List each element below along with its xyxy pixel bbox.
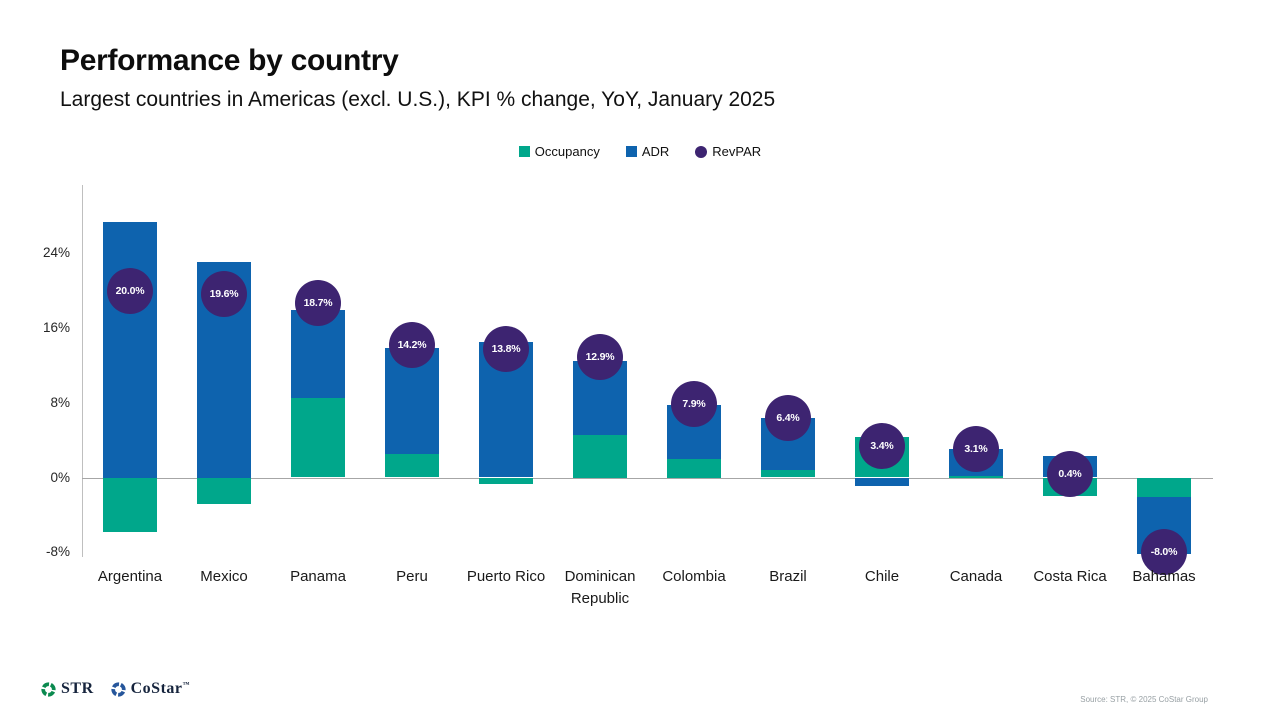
legend-label-revpar: RevPAR: [712, 144, 762, 159]
y-axis-tick-label: 8%: [50, 395, 70, 410]
y-axis-line: [82, 185, 83, 557]
legend-label-adr: ADR: [641, 144, 670, 159]
revpar-marker-bahamas: -8.0%: [1141, 529, 1187, 575]
x-axis-label-brazil: Brazil: [769, 568, 807, 585]
costar-logo: CoStar™: [110, 680, 190, 698]
bar-segment-occupancy-colombia: [667, 459, 721, 478]
x-axis-label-canada: Canada: [949, 568, 1003, 585]
x-axis-label-bahamas: Bahamas: [1132, 568, 1196, 585]
source-note: Source: STR, © 2025 CoStar Group: [1080, 695, 1208, 704]
str-logo-text: STR: [61, 680, 94, 697]
trademark-symbol: ™: [182, 680, 191, 689]
y-axis-tick-label: -8%: [45, 544, 70, 559]
x-axis-label-chile: Chile: [864, 568, 900, 585]
legend-item-occupancy: Occupancy: [518, 144, 600, 159]
revpar-marker-mexico: 19.6%: [201, 271, 247, 317]
legend-item-revpar: RevPAR: [695, 144, 761, 159]
revpar-marker-dominican-republic: 12.9%: [577, 334, 623, 380]
bar-segment-occupancy-puerto-rico: [479, 478, 533, 484]
y-axis-tick-label: 24%: [42, 245, 70, 260]
bar-segment-occupancy-panama: [291, 398, 345, 477]
revpar-marker-argentina: 20.0%: [107, 268, 153, 314]
y-axis-tick-label: 0%: [50, 470, 70, 485]
revpar-marker-peru: 14.2%: [389, 322, 435, 368]
legend-item-adr: ADR: [625, 144, 670, 159]
revpar-marker-puerto-rico: 13.8%: [483, 326, 529, 372]
adr-swatch-icon: [625, 146, 637, 157]
revpar-marker-panama: 18.7%: [295, 280, 341, 326]
bar-segment-occupancy-dominican-republic: [573, 435, 627, 478]
x-axis-label-panama: Panama: [290, 568, 346, 585]
zero-gridline: [82, 478, 1213, 479]
revpar-marker-canada: 3.1%: [953, 426, 999, 472]
x-axis-label-mexico: Mexico: [200, 568, 248, 585]
bar-segment-occupancy-mexico: [197, 478, 251, 504]
str-pinwheel-icon: [41, 681, 56, 697]
chart-title: Performance by country: [60, 44, 399, 77]
bar-segment-adr-argentina: [103, 222, 157, 478]
bar-segment-occupancy-canada: [949, 476, 1003, 478]
legend-label-occupancy: Occupancy: [534, 144, 600, 159]
x-axis-label-puerto-rico: Puerto Rico: [466, 568, 546, 585]
str-logo: STR: [40, 680, 94, 698]
costar-pinwheel-icon: [110, 681, 126, 697]
x-axis-label-costa-rica: Costa Rica: [1033, 568, 1107, 585]
bar-segment-occupancy-peru: [385, 454, 439, 477]
bar-segment-occupancy-argentina: [103, 478, 157, 532]
x-axis-label-dominican-republic: Dominican Republic: [564, 568, 636, 607]
revpar-marker-colombia: 7.9%: [671, 381, 717, 427]
x-axis-label-argentina: Argentina: [97, 568, 163, 585]
x-axis-label-colombia: Colombia: [662, 568, 726, 585]
footer-logos: STR CoStar™: [40, 680, 190, 698]
bar-segment-occupancy-bahamas: [1137, 478, 1191, 498]
revpar-swatch-icon: [695, 145, 708, 158]
costar-logo-text: CoStar™: [130, 680, 191, 697]
revpar-marker-chile: 3.4%: [859, 423, 905, 469]
bar-segment-occupancy-brazil: [761, 470, 815, 477]
revpar-marker-costa-rica: 0.4%: [1047, 451, 1093, 497]
chart-legend: Occupancy ADR RevPAR: [0, 144, 1280, 159]
y-axis-tick-label: 16%: [42, 320, 70, 335]
occupancy-swatch-icon: [518, 146, 530, 157]
chart-header: Performance by country Largest countries…: [60, 44, 775, 112]
bar-segment-adr-chile: [855, 478, 909, 486]
revpar-marker-brazil: 6.4%: [765, 395, 811, 441]
x-axis-label-peru: Peru: [396, 568, 428, 585]
chart-subtitle: Largest countries in Americas (excl. U.S…: [60, 88, 776, 111]
